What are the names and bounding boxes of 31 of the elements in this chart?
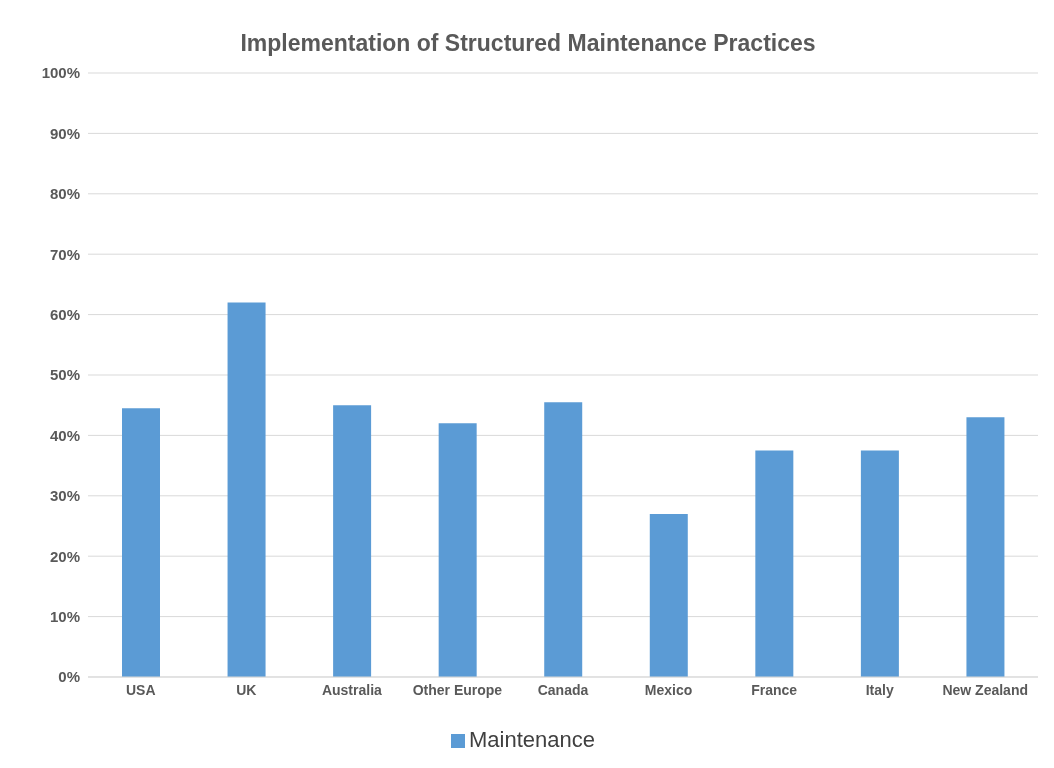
y-tick-label: 60%	[49, 305, 80, 323]
y-tick-label: 90%	[49, 124, 80, 142]
y-tick-label: 0%	[58, 668, 80, 686]
bar	[122, 408, 160, 677]
y-tick-label: 10%	[49, 607, 80, 625]
x-tick-label: New Zealand	[942, 681, 1029, 698]
y-tick-label: 50%	[49, 366, 80, 384]
x-tick-label: Australia	[321, 681, 383, 698]
y-tick-label: 80%	[49, 185, 80, 203]
x-tick-label: UK	[236, 681, 257, 698]
y-tick-label: 40%	[49, 426, 80, 444]
bar	[333, 405, 372, 677]
bar	[227, 302, 266, 677]
y-tick-label: 70%	[49, 245, 80, 263]
legend-label: Maintenance	[469, 727, 595, 752]
x-tick-label: France	[751, 681, 798, 698]
bar	[860, 450, 899, 677]
bar	[649, 513, 688, 677]
x-tick-label: Mexico	[644, 681, 693, 698]
y-tick-label: 30%	[49, 487, 80, 505]
chart-title: Implementation of Structured Maintenance Practices	[239, 29, 817, 58]
bar	[966, 417, 1005, 677]
x-tick-label: Other Europe	[412, 681, 503, 698]
bar	[438, 423, 477, 677]
y-tick-label: 20%	[49, 547, 80, 565]
x-tick-label: Italy	[865, 681, 894, 698]
x-tick-label: USA	[126, 681, 156, 698]
bar	[755, 450, 794, 677]
x-tick-label: Canada	[537, 681, 589, 698]
y-tick-label: 100%	[41, 64, 80, 82]
bar	[544, 402, 583, 677]
